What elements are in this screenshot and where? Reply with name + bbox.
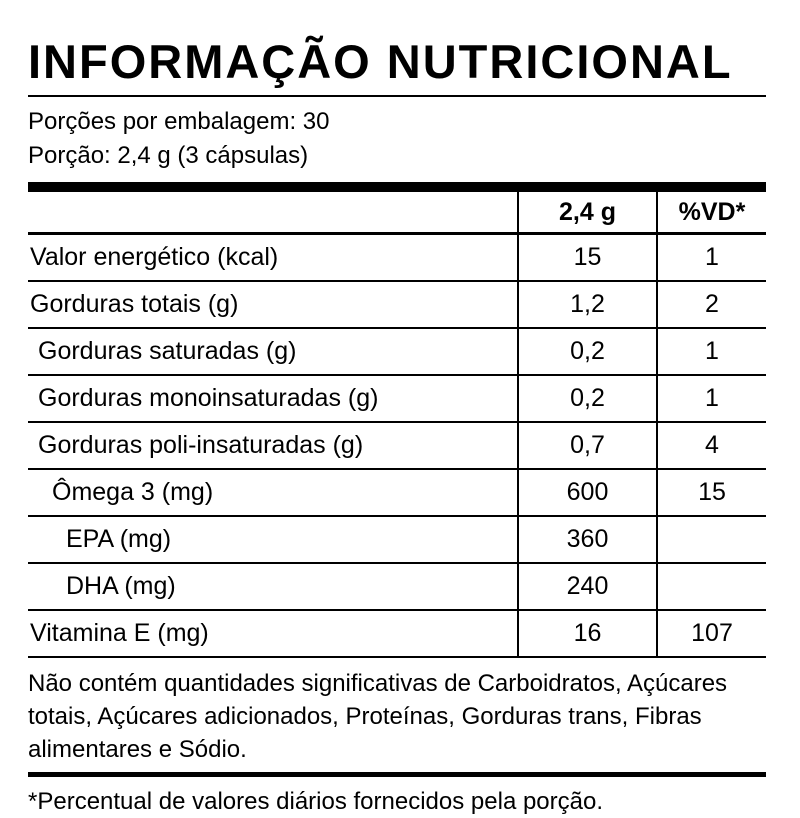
row-label: Gorduras saturadas (g) (38, 337, 297, 365)
table-row-valor-energetico: Valor energético (kcal) 15 1 (28, 235, 766, 282)
table-top-bar (28, 182, 766, 192)
table-row-gorduras-poli-insaturadas: Gorduras poli-insaturadas (g) 0,7 4 (28, 423, 766, 470)
title-divider (28, 95, 766, 97)
table-row-gorduras-saturadas: Gorduras saturadas (g) 0,2 1 (28, 329, 766, 376)
row-label: Ômega 3 (mg) (52, 478, 214, 506)
serving-size: Porção: 2,4 g (3 cápsulas) (28, 142, 309, 169)
nutrition-table: 2,4 g %VD* Valor energético (kcal) 15 1 … (28, 192, 766, 658)
row-dv: 1 (656, 235, 766, 280)
row-amount: 240 (517, 564, 656, 609)
row-dv (656, 564, 766, 609)
row-label: Gorduras monoinsaturadas (g) (38, 384, 379, 412)
table-row-gorduras-monoinsaturadas: Gorduras monoinsaturadas (g) 0,2 1 (28, 376, 766, 423)
header-amount: 2,4 g (517, 192, 656, 232)
row-label: Gorduras poli-insaturadas (g) (38, 431, 364, 459)
row-amount: 0,2 (517, 329, 656, 374)
row-amount: 15 (517, 235, 656, 280)
table-header-row: 2,4 g %VD* (28, 192, 766, 235)
row-amount: 0,2 (517, 376, 656, 421)
row-dv: 4 (656, 423, 766, 468)
nutrition-label: INFORMAÇÃO NUTRICIONAL Porções por embal… (28, 35, 766, 815)
table-row-gorduras-totais: Gorduras totais (g) 1,2 2 (28, 282, 766, 329)
row-label: DHA (mg) (66, 572, 176, 600)
table-row-vitamina-e: Vitamina E (mg) 16 107 (28, 611, 766, 658)
page-title: INFORMAÇÃO NUTRICIONAL (28, 35, 733, 88)
header-nutrient (28, 192, 517, 232)
no-significant-amounts-note: Não contém quantidades significativas de… (28, 670, 728, 763)
daily-values-footnote: *Percentual de valores diários fornecido… (28, 788, 604, 815)
row-dv: 1 (656, 329, 766, 374)
row-dv: 107 (656, 611, 766, 656)
table-row-epa: EPA (mg) 360 (28, 517, 766, 564)
servings-per-package: Porções por embalagem: 30 (28, 108, 330, 135)
row-amount: 360 (517, 517, 656, 562)
footnote-divider (28, 772, 766, 777)
row-amount: 16 (517, 611, 656, 656)
row-dv: 15 (656, 470, 766, 515)
table-row-omega-3: Ômega 3 (mg) 600 15 (28, 470, 766, 517)
row-label: EPA (mg) (66, 525, 172, 553)
row-amount: 600 (517, 470, 656, 515)
serving-info: Porções por embalagem: 30 Porção: 2,4 g … (28, 105, 766, 173)
row-amount: 1,2 (517, 282, 656, 327)
row-label: Gorduras totais (g) (30, 290, 239, 318)
row-dv (656, 517, 766, 562)
table-row-dha: DHA (mg) 240 (28, 564, 766, 611)
header-dv: %VD* (656, 192, 766, 232)
row-dv: 2 (656, 282, 766, 327)
row-label: Vitamina E (mg) (30, 619, 209, 647)
row-amount: 0,7 (517, 423, 656, 468)
row-dv: 1 (656, 376, 766, 421)
row-label: Valor energético (kcal) (30, 243, 279, 271)
